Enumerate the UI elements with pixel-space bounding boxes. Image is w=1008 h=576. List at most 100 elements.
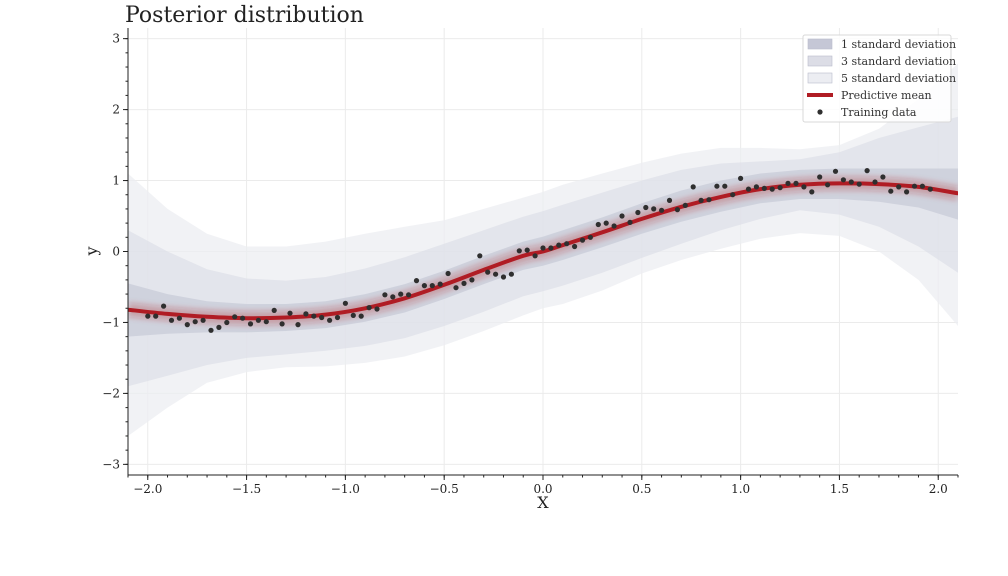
training-data-point	[532, 253, 538, 259]
training-data-point	[406, 292, 412, 298]
training-data-point	[469, 277, 475, 283]
training-data-point	[856, 181, 862, 187]
x-tick-label: 0.5	[632, 482, 651, 496]
x-axis-label: X	[537, 493, 549, 512]
y-axis-ticks: −3 −2 −1 0 1 2 3	[102, 32, 128, 471]
training-data-point	[745, 186, 752, 192]
legend-label-5-standard-deviation: 5 standard deviation	[841, 72, 956, 85]
training-data-point	[595, 221, 601, 228]
training-data-point	[579, 237, 586, 243]
training-data-point	[421, 283, 427, 289]
training-data-point	[279, 321, 285, 327]
training-data-point	[572, 243, 578, 250]
training-data-point	[904, 189, 910, 195]
training-data-point	[548, 245, 554, 251]
x-axis-ticks: −2.0 −1.5 −1.0 −0.5 0.0 0.5 1.0 1.5 2.0	[127, 475, 959, 496]
training-data-point	[224, 319, 230, 326]
training-data-point	[350, 312, 356, 318]
training-data-point	[240, 315, 246, 321]
chart-title: Posterior distribution	[125, 3, 364, 28]
training-data-point	[508, 271, 514, 277]
training-data-point	[690, 184, 696, 190]
training-data-point	[825, 182, 831, 188]
training-data-point	[627, 219, 633, 225]
training-data-point	[896, 184, 902, 190]
training-data-point	[722, 183, 728, 189]
training-data-point	[516, 248, 522, 254]
training-data-point	[161, 303, 167, 309]
training-data-point	[168, 317, 175, 323]
training-data-point	[200, 317, 206, 323]
training-data-point	[334, 314, 341, 321]
training-data-point	[398, 291, 404, 297]
training-data-point	[809, 189, 815, 195]
training-data-point	[730, 192, 736, 198]
legend: 1 standard deviation 3 standard deviation…	[802, 34, 956, 123]
training-data-point	[429, 283, 435, 289]
legend-swatch-1-standard-deviation	[807, 38, 833, 50]
training-data-point	[611, 223, 617, 229]
training-data-point	[698, 197, 704, 203]
training-data-point	[216, 324, 222, 330]
training-data-point	[366, 305, 372, 311]
training-data-point	[540, 245, 546, 251]
training-data-point	[287, 310, 293, 316]
training-data-point	[247, 321, 254, 327]
x-tick-label: −1.0	[331, 482, 360, 496]
training-data-point	[263, 319, 269, 325]
training-data-point	[919, 183, 926, 189]
legend-swatch-5-standard-deviation	[807, 72, 833, 84]
training-data-point	[659, 207, 665, 213]
training-data-point	[176, 315, 182, 321]
training-data-point	[342, 300, 348, 306]
training-data-point	[192, 319, 198, 325]
training-data-point	[556, 242, 562, 248]
training-data-point	[674, 207, 681, 213]
training-data-point	[603, 220, 609, 226]
training-data-point	[888, 188, 894, 194]
training-data-point	[706, 197, 712, 203]
y-tick-label: 0	[112, 245, 120, 259]
training-data-point	[587, 234, 594, 240]
training-data-point	[840, 177, 847, 183]
training-data-point	[911, 183, 918, 189]
training-data-point	[682, 202, 688, 208]
training-data-point	[777, 185, 783, 191]
training-data-point	[500, 274, 507, 280]
training-data-point	[848, 179, 854, 185]
training-data-point	[785, 180, 791, 186]
x-tick-label: 0.0	[533, 482, 552, 496]
training-data-point	[445, 270, 451, 277]
training-data-point	[295, 322, 301, 328]
training-data-point	[327, 317, 333, 323]
training-data-point	[817, 174, 823, 180]
training-data-point	[753, 184, 760, 190]
training-data-point	[872, 179, 878, 185]
legend-label-predictive-mean: Predictive mean	[841, 89, 932, 102]
training-data-point	[311, 313, 317, 319]
training-data-point	[793, 180, 799, 186]
y-tick-label: −1	[102, 315, 120, 329]
training-data-point	[832, 168, 839, 174]
training-data-point	[208, 327, 214, 333]
training-data-point	[564, 241, 570, 247]
training-data-point	[153, 313, 159, 319]
legend-label-3-standard-deviation: 3 standard deviation	[841, 55, 956, 68]
training-data-point	[880, 174, 886, 180]
legend-label-1-standard-deviation: 1 standard deviation	[841, 38, 956, 51]
training-data-point	[666, 197, 673, 203]
legend-box	[802, 34, 952, 123]
training-data-point	[493, 271, 499, 277]
training-data-point	[635, 209, 641, 216]
x-tick-label: −1.5	[232, 482, 261, 496]
training-data-point	[485, 269, 491, 275]
training-data-point	[437, 281, 443, 287]
training-data-point	[801, 184, 807, 190]
training-data-point	[358, 313, 364, 319]
training-data-point	[477, 253, 483, 259]
y-tick-label: −2	[102, 386, 120, 400]
training-data-point	[374, 306, 380, 312]
training-data-point	[864, 168, 870, 174]
training-data-points	[145, 168, 933, 333]
